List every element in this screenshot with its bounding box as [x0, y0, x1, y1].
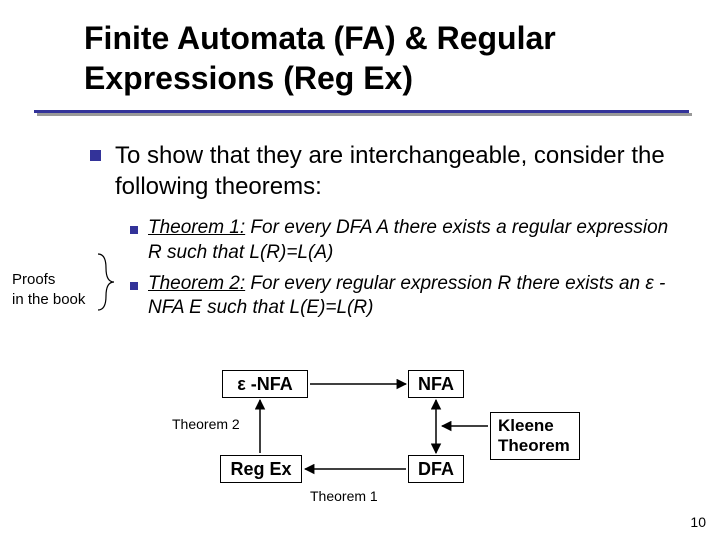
node-dfa-label: DFA	[418, 459, 454, 480]
node-nfa-label: NFA	[418, 374, 454, 395]
label-theorem-2: Theorem 2	[172, 416, 240, 432]
square-bullet-icon	[130, 226, 138, 234]
title-text: Finite Automata (FA) & Regular Expressio…	[84, 18, 684, 98]
label-theorem-1: Theorem 1	[310, 488, 378, 504]
bullet-main: To show that they are interchangeable, c…	[90, 140, 680, 202]
node-regex-label: Reg Ex	[230, 459, 291, 480]
theorem-2-label: Theorem 2:	[148, 273, 245, 294]
sub-bullets: Theorem 1: For every DFA A there exists …	[130, 216, 680, 321]
proofs-note: Proofs in the book	[12, 270, 85, 309]
page-number: 10	[690, 514, 706, 530]
theorem-1-label: Theorem 1:	[148, 217, 245, 238]
bullet-theorem-2: Theorem 2: For every regular expression …	[130, 272, 680, 321]
node-enfa-label: ε -NFA	[237, 374, 293, 395]
proofs-brace-icon	[88, 248, 138, 328]
kleene-theorem-box: Kleene Theorem	[490, 412, 580, 460]
label-theorem-2-text: Theorem 2	[172, 416, 240, 432]
node-enfa: ε -NFA	[222, 370, 308, 398]
theorem-1-text: Theorem 1: For every DFA A there exists …	[148, 216, 680, 265]
slide-body: To show that they are interchangeable, c…	[90, 140, 680, 327]
node-nfa: NFA	[408, 370, 464, 398]
bullet-main-text: To show that they are interchangeable, c…	[115, 140, 680, 202]
label-theorem-1-text: Theorem 1	[310, 488, 378, 504]
proofs-note-line1: Proofs	[12, 270, 85, 290]
title-underline-shadow	[37, 113, 692, 116]
node-dfa: DFA	[408, 455, 464, 483]
square-bullet-icon	[90, 150, 101, 161]
bullet-theorem-1: Theorem 1: For every DFA A there exists …	[130, 216, 680, 265]
equivalence-diagram: ε -NFA NFA Reg Ex DFA Kleene Theorem The…	[160, 370, 580, 510]
slide-title: Finite Automata (FA) & Regular Expressio…	[84, 18, 684, 98]
kleene-label: Kleene Theorem	[498, 416, 570, 455]
proofs-note-line2: in the book	[12, 290, 85, 310]
theorem-2-text: Theorem 2: For every regular expression …	[148, 272, 680, 321]
title-underline	[34, 110, 689, 113]
node-regex: Reg Ex	[220, 455, 302, 483]
